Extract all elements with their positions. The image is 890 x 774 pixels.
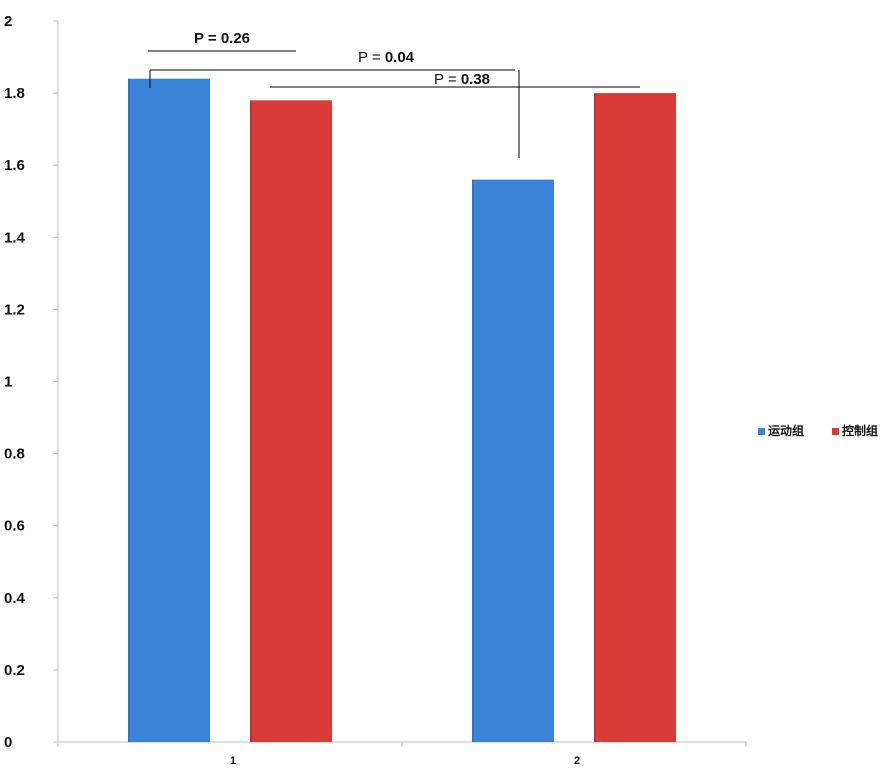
x-tick-label: 1: [230, 755, 236, 767]
y-tick-label: 1: [4, 374, 12, 391]
y-tick-label: 0.8: [4, 446, 25, 463]
bar-exercise-2: [472, 179, 554, 742]
y-tick-label: 0: [4, 734, 12, 751]
bar-edge: [594, 93, 596, 743]
y-tick-label: 0.6: [4, 518, 25, 535]
bars-group: [128, 78, 676, 743]
annotation-value: 0.04: [385, 49, 415, 66]
significance-annotations: P = 0.26P = 0.04P = 0.38: [148, 30, 640, 158]
annotation-label: P = 0.26: [194, 30, 250, 47]
bar-exercise-1: [128, 78, 210, 743]
axes-group: 0 0.2 0.4 0.6 0.8 1 1.2 1.4 1.6 1.8 2 1 2: [4, 13, 747, 767]
y-tick-label: 1.6: [4, 157, 25, 174]
annotation-value: 0.38: [461, 71, 490, 88]
bar-edge: [128, 78, 130, 743]
annotation-label: P = 0.38: [434, 71, 490, 88]
annotation-value: 0.26: [221, 30, 250, 47]
legend: 运动组 控制组: [758, 423, 878, 438]
y-tick-label: 0.2: [4, 662, 25, 679]
y-tick-label: 2: [4, 13, 12, 30]
bar-control-2: [594, 93, 676, 743]
bar-edge: [250, 100, 252, 742]
y-tick-label: 1.4: [4, 229, 26, 246]
annotation-prefix: P =: [194, 30, 221, 47]
bar-control-1: [250, 100, 332, 742]
bar-edge: [472, 179, 474, 742]
y-tick-label: 0.4: [4, 590, 26, 607]
legend-swatch: [832, 428, 839, 435]
legend-swatch: [758, 428, 765, 435]
y-tick-label: 1.2: [4, 301, 25, 318]
annotation-prefix: P =: [358, 49, 385, 66]
legend-label: 运动组: [768, 423, 804, 438]
y-tick-label: 1.8: [4, 85, 25, 102]
annotation-prefix: P =: [434, 71, 461, 88]
annotation-label: P = 0.04: [358, 49, 415, 66]
legend-label: 控制组: [842, 423, 878, 438]
x-tick-label: 2: [574, 755, 580, 767]
